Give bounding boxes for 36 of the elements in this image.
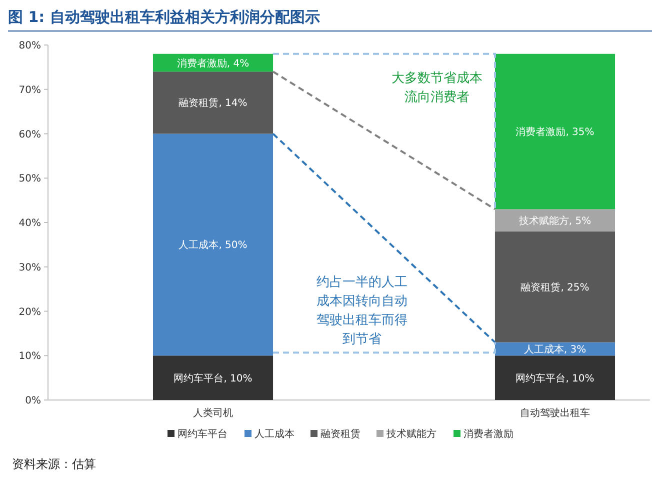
chart-title: 图 1: 自动驾驶出租车利益相关方利润分配图示	[8, 8, 320, 26]
bar	[152, 72, 274, 134]
data-label: 人工成本, 50%	[178, 239, 248, 252]
x-tick-label: 人类司机	[193, 407, 234, 419]
data-label: 网约车平台, 10%	[516, 372, 594, 384]
annotation: 大多数节省成本流向消费者	[392, 71, 482, 105]
bar	[494, 356, 616, 400]
data-label: 网约车平台, 10%	[174, 372, 252, 384]
x-tick-label: 自动驾驶出租车	[520, 407, 590, 419]
data-label: 融资租赁, 25%	[520, 281, 590, 294]
y-tick-label: 50%	[18, 174, 41, 185]
bar	[494, 231, 616, 342]
legend-label: 技术赋能方	[386, 428, 436, 440]
bar	[494, 209, 616, 232]
data-label: 人工成本, 3%	[524, 343, 586, 356]
y-tick-label: 10%	[18, 351, 41, 362]
y-tick-label: 20%	[18, 306, 41, 318]
legend-label: 消费者激励	[464, 428, 514, 440]
annotation: 约占一半的人工成本因转向自动驾驶出租车而得到节省	[316, 275, 408, 347]
y-tick-label: 0%	[25, 396, 41, 406]
y-tick-label: 80%	[18, 40, 41, 52]
data-label: 融资租赁, 14%	[178, 97, 248, 110]
bar	[494, 54, 616, 210]
data-label: 消费者激励, 4%	[176, 57, 250, 70]
bar	[152, 356, 274, 400]
y-tick-label: 40%	[18, 218, 41, 229]
y-tick-label: 70%	[18, 84, 41, 96]
legend-label: 人工成本	[254, 428, 294, 440]
legend-label: 融资租赁	[320, 428, 360, 440]
y-tick-label: 30%	[18, 262, 41, 274]
bar	[152, 134, 274, 356]
data-label: 消费者激励, 35%	[516, 126, 594, 138]
data-label: 技术赋能方, 5%	[518, 214, 592, 227]
text: 资料来源：估算	[12, 457, 96, 471]
legend-label: 网约车平台	[178, 428, 228, 440]
y-tick-label: 60%	[18, 129, 41, 140]
